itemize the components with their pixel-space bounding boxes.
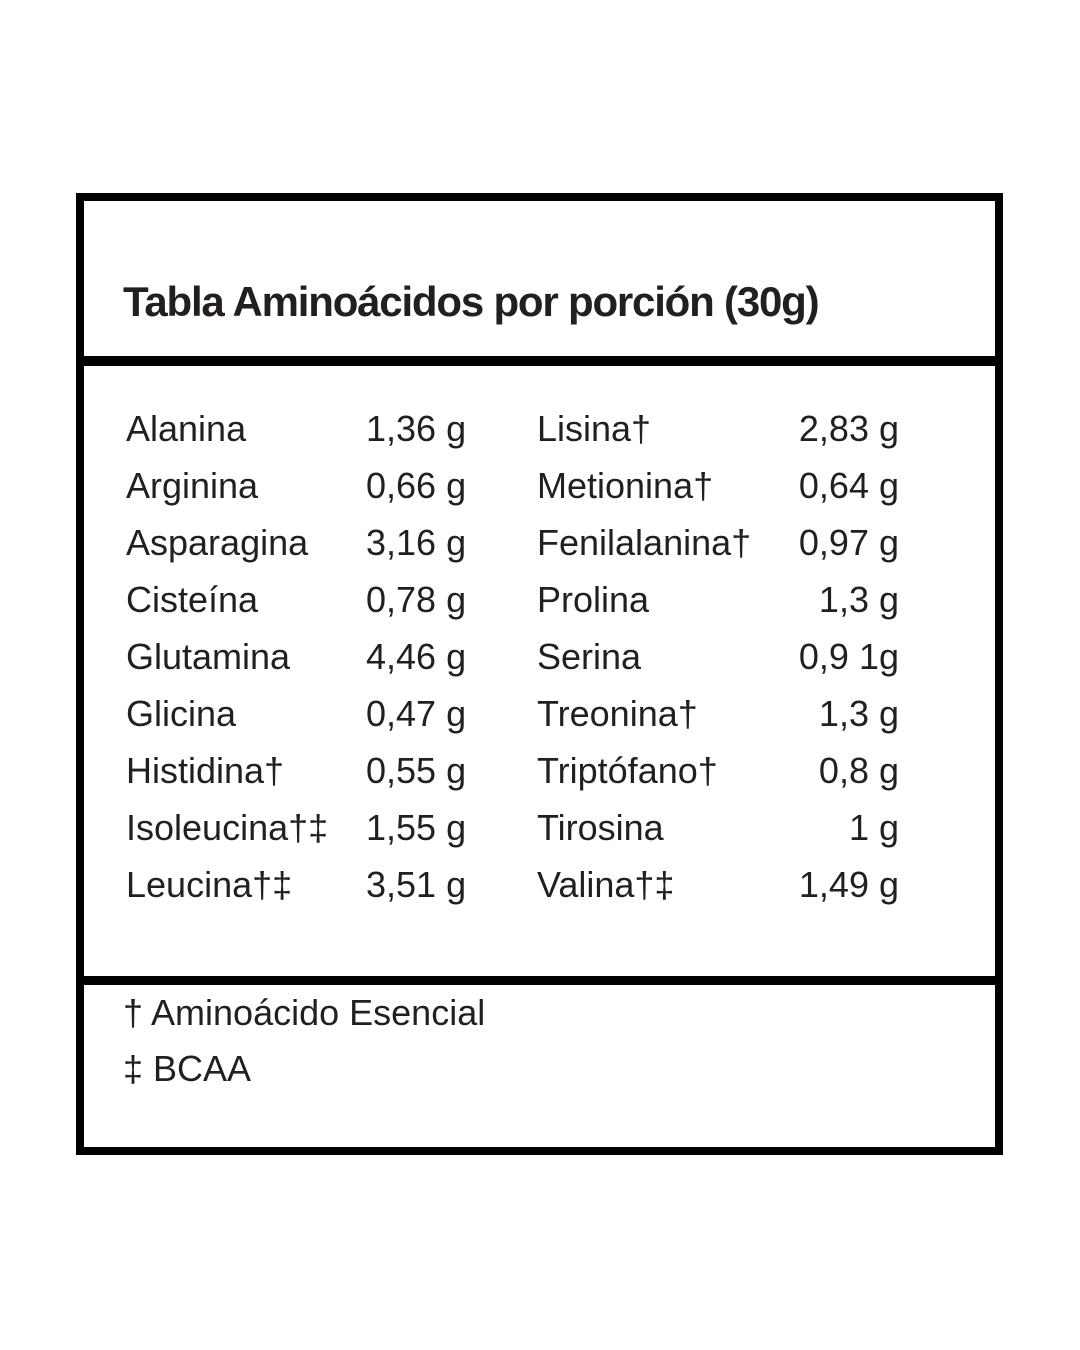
table-header: Tabla Aminoácidos por porción (30g) [84,201,995,356]
amino-name-right: Serina [537,635,642,677]
amino-value-right: 0,97 g [798,521,899,563]
table-row: Leucina†‡ 3,51 g Valina†‡ 1,49 g [84,856,995,913]
amino-name-right: Lisina† [537,407,652,449]
table-row: Glicina 0,47 g Treonina† 1,3 g [84,685,995,742]
amino-name-right: Tirosina [537,806,664,848]
table-footnotes: † Aminoácido Esencial ‡ BCAA [84,985,995,1097]
amino-name-left: Isoleucina†‡ [126,806,329,848]
amino-acids-table: Tabla Aminoácidos por porción (30g) Alan… [76,193,1003,1155]
table-row: Glutamina 4,46 g Serina 0,9 1g [84,628,995,685]
table-row: Histidina† 0,55 g Triptófano† 0,8 g [84,742,995,799]
footnote-bcaa: ‡ BCAA [123,1048,252,1089]
table-title: Tabla Aminoácidos por porción (30g) [123,278,820,325]
amino-value-left: 3,16 g [366,521,467,563]
amino-name-right: Triptófano† [537,749,718,791]
amino-value-left: 0,78 g [366,578,467,620]
amino-value-left: 1,36 g [366,407,467,449]
footnotes-divider [84,976,995,985]
amino-value-right: 0,64 g [798,464,899,506]
amino-name-right: Valina†‡ [537,863,675,905]
amino-value-right: 1,3 g [818,578,899,620]
amino-value-right: 0,8 g [818,749,899,791]
amino-value-right: 1 g [848,806,899,848]
amino-value-right: 2,83 g [798,407,899,449]
amino-name-right: Metionina† [537,464,714,506]
amino-value-left: 4,46 g [366,635,467,677]
amino-name-left: Histidina† [126,749,285,791]
table-row: Cisteína 0,78 g Prolina 1,3 g [84,571,995,628]
amino-value-right: 1,49 g [798,863,899,905]
amino-value-left: 0,47 g [366,692,467,734]
amino-name-left: Arginina [126,464,259,506]
amino-name-left: Alanina [126,407,247,449]
amino-name-right: Fenilalanina† [537,521,752,563]
footnote-essential-amino-acid: † Aminoácido Esencial [123,992,486,1033]
header-divider [84,356,995,366]
amino-name-left: Cisteína [126,578,259,620]
amino-value-right: 0,9 1g [798,635,899,677]
table-row: Isoleucina†‡ 1,55 g Tirosina 1 g [84,799,995,856]
amino-name-left: Glutamina [126,635,291,677]
amino-value-left: 1,55 g [366,806,467,848]
amino-value-right: 1,3 g [818,692,899,734]
amino-name-left: Asparagina [126,521,309,563]
amino-name-left: Glicina [126,692,237,734]
amino-name-right: Prolina [537,578,650,620]
table-body: Alanina 1,36 g Lisina† 2,83 g Arginina 0,66 g… [84,366,995,976]
amino-value-left: 0,55 g [366,749,467,791]
amino-value-left: 0,66 g [366,464,467,506]
amino-value-left: 3,51 g [366,863,467,905]
table-row: Asparagina 3,16 g Fenilalanina† 0,97 g [84,514,995,571]
amino-name-left: Leucina†‡ [126,863,293,905]
amino-name-right: Treonina† [537,692,698,734]
table-row: Alanina 1,36 g Lisina† 2,83 g [84,400,995,457]
table-row: Arginina 0,66 g Metionina† 0,64 g [84,457,995,514]
